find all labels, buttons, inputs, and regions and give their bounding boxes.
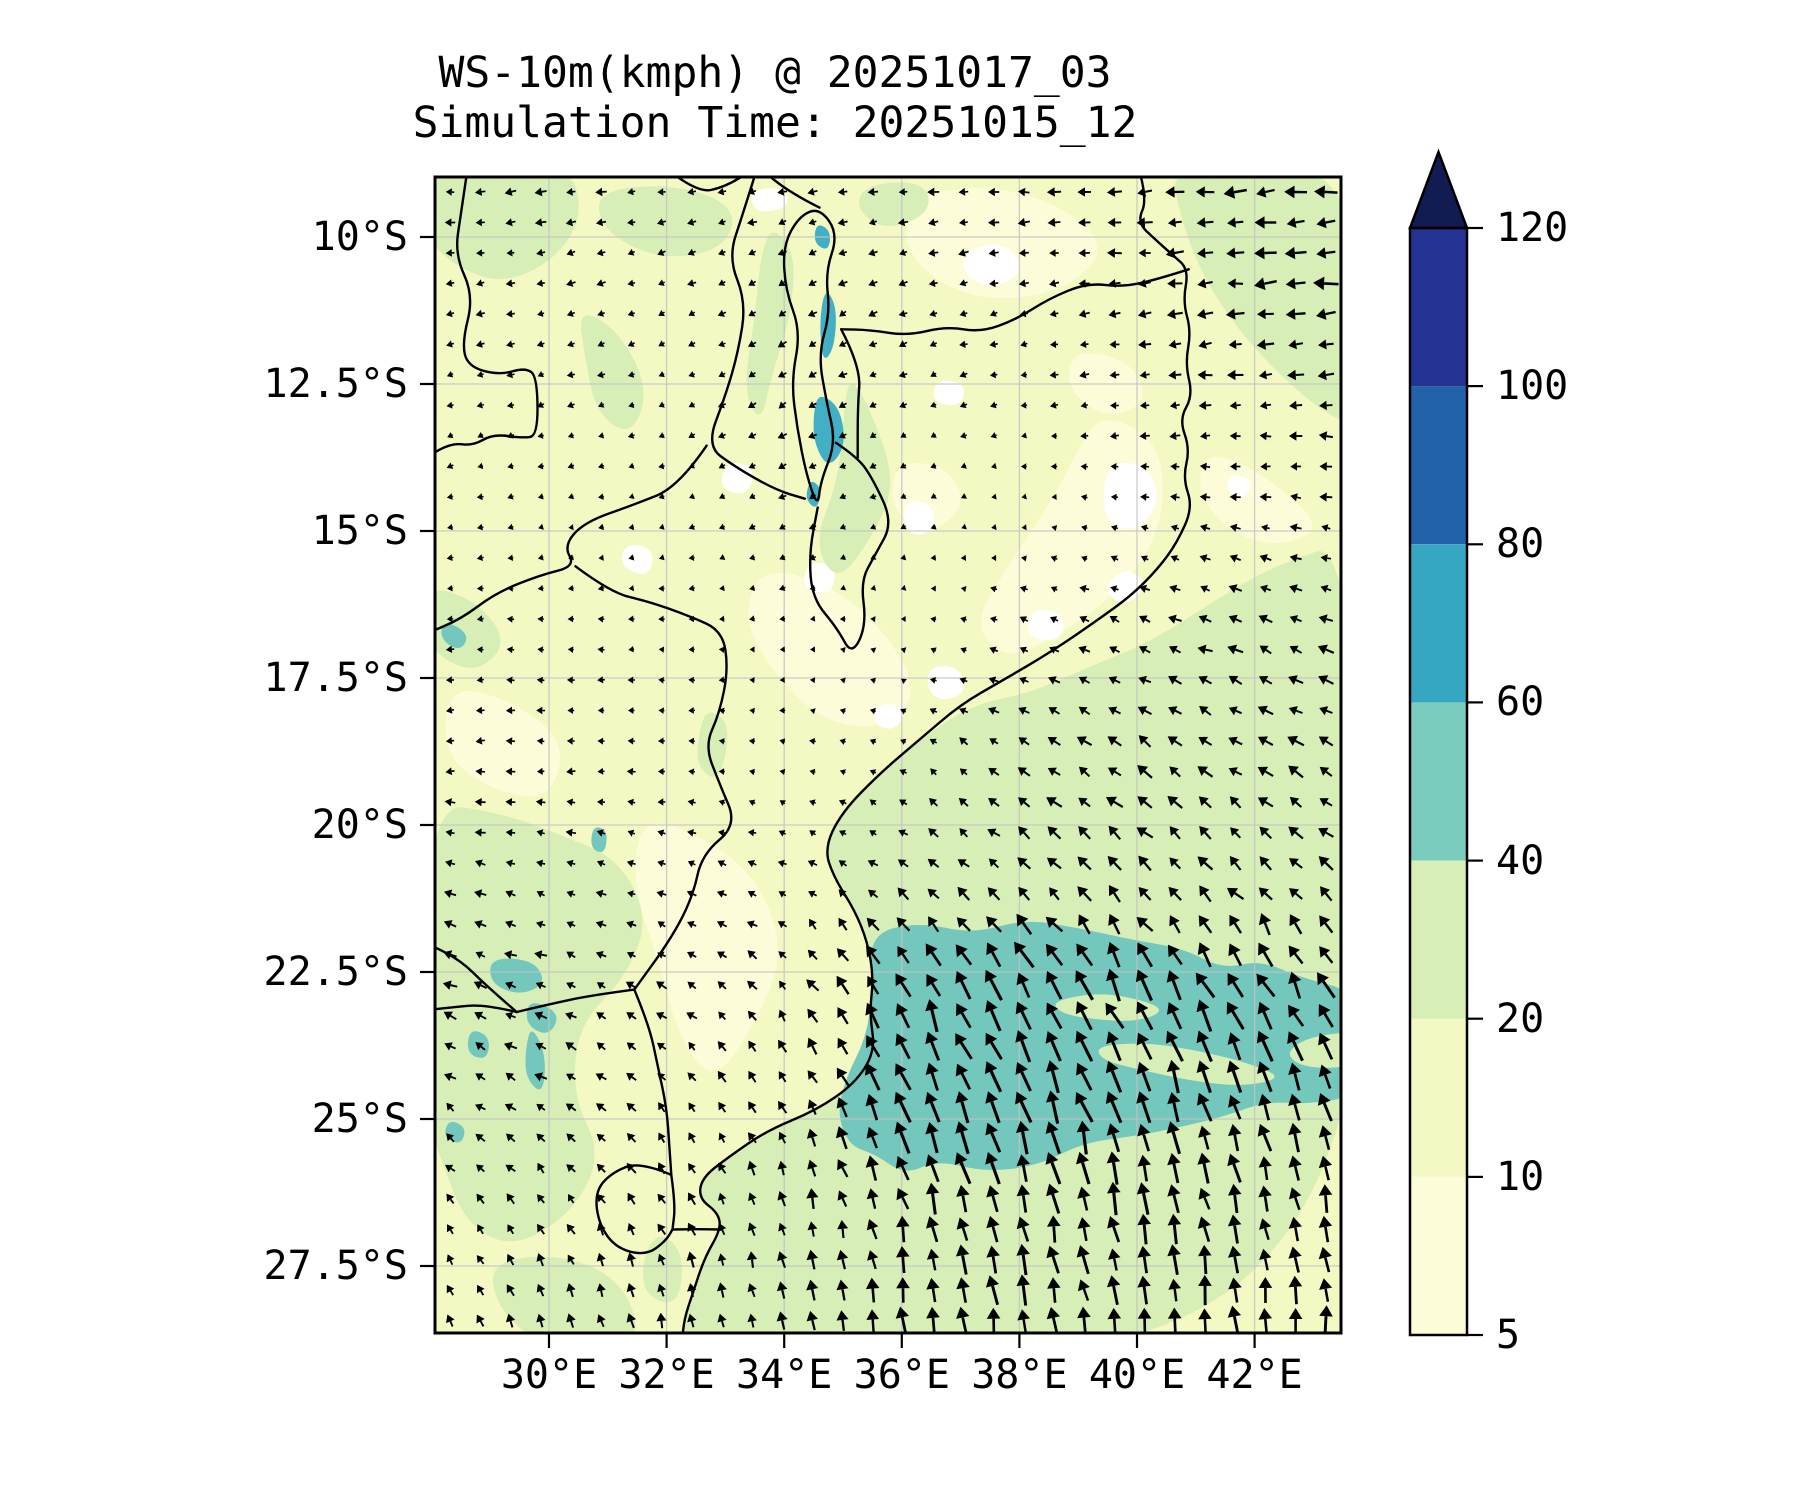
border-coast [681,177,1192,1333]
x-tick-label-32°E: 32°E [618,1352,715,1398]
y-tick-label-20°S: 20°S [311,802,408,848]
y-tick-label-12.5°S: 12.5°S [263,361,409,407]
colorbar-tick-label-60: 60 [1496,679,1545,726]
border-malawi_s [808,441,890,650]
colorbar-tick-label-100: 100 [1496,363,1569,410]
y-tick-label-27.5°S: 27.5°S [263,1243,409,1289]
border-zim_moz [574,565,733,991]
border-malawi_e [840,328,861,459]
map-frame [433,175,1343,1335]
figure-subtitle: Simulation Time: 20251015_12 [412,98,1138,148]
colorbar-tick-label-80: 80 [1496,521,1545,568]
y-tick-label-10°S: 10°S [311,214,408,260]
y-tick-label-22.5°S: 22.5°S [263,949,409,995]
colorbar-tick-label-120: 120 [1496,205,1569,251]
colorbar [1408,148,1483,1337]
y-tick-label-15°S: 15°S [311,508,408,554]
x-tick-label-36°E: 36°E [853,1352,950,1398]
contour-fills [435,177,1341,1333]
border-ruvuma [840,268,1190,336]
axis-ticks [420,235,1256,1348]
border-drc [435,177,539,454]
colorbar-tick-label-40: 40 [1496,837,1545,884]
map-area [435,177,1341,1333]
figure-title: WS-10m(kmph) @ 20251017_03 [438,48,1112,98]
border-tzzam [675,177,744,192]
colorbar-tick-label-5: 5 [1496,1312,1521,1358]
border-esw_e [670,1173,676,1231]
y-tick-label-17.5°S: 17.5°S [263,655,409,701]
border-malawi_w [711,177,806,500]
colorbar-tick-label-20: 20 [1496,995,1545,1042]
border-kruger [633,988,673,1177]
x-tick-label-34°E: 34°E [736,1352,833,1398]
border-limpopo [515,988,636,1014]
wind-arrows [442,185,1339,1333]
border-bots_s [435,1004,518,1014]
colorbar-tick-label-10: 10 [1496,1153,1545,1200]
x-tick-label-40°E: 40°E [1088,1352,1186,1398]
y-tick-label-25°S: 25°S [311,1096,408,1142]
x-tick-label-30°E: 30°E [500,1352,598,1398]
border-zam_moz [435,444,708,632]
x-tick-label-38°E: 38°E [971,1352,1068,1398]
x-tick-label-42°E: 42°E [1206,1352,1303,1398]
border-tz_nw [768,177,821,209]
colorbar-extend-arrow [1408,148,1469,230]
